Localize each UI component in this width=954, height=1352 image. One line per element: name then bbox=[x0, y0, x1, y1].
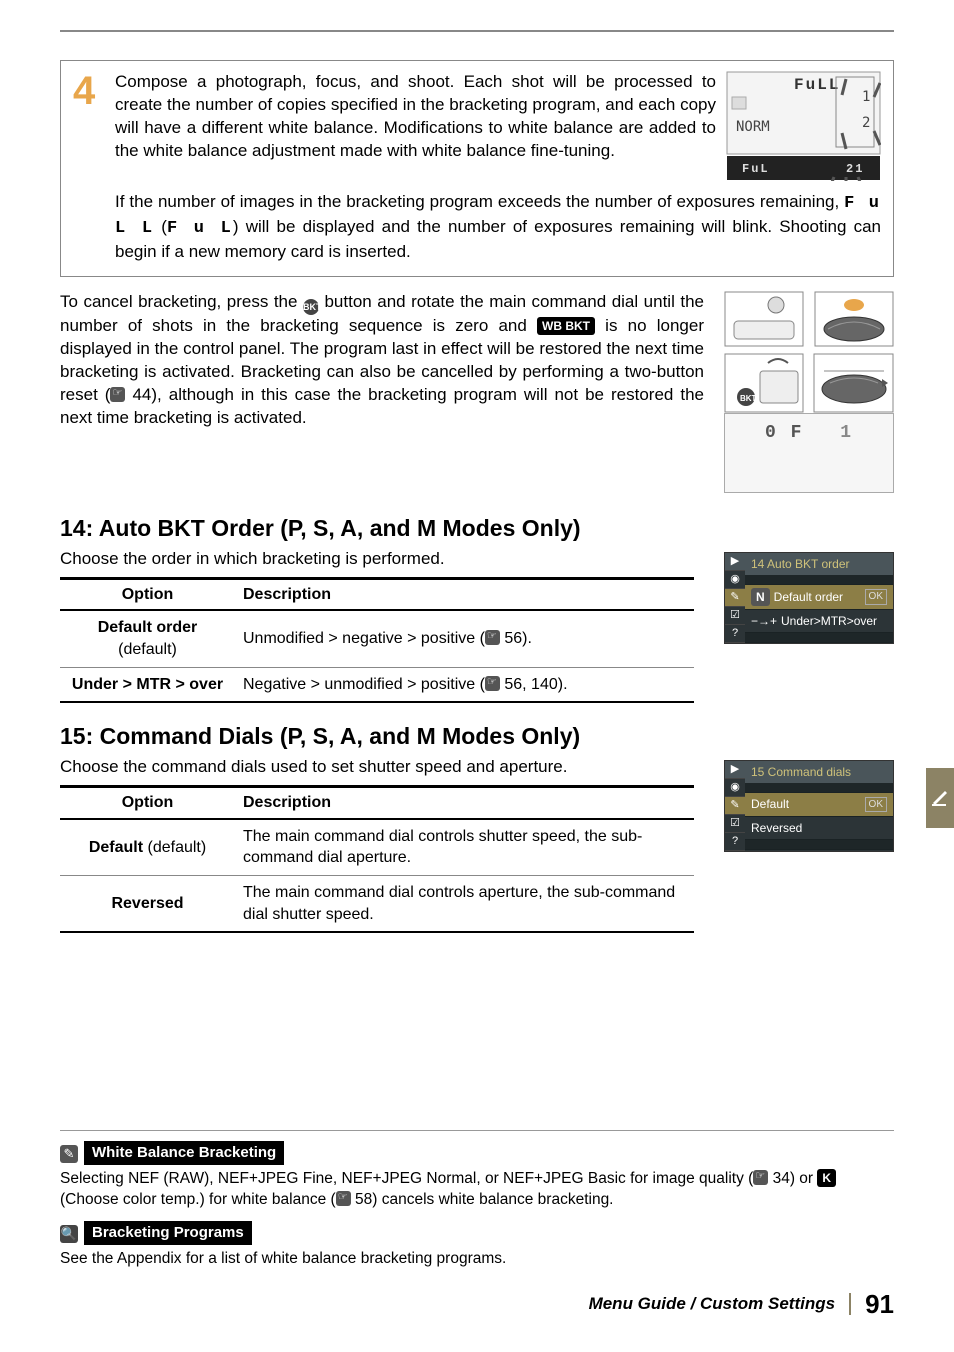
wb-b2: NEF+JPEG Fine bbox=[218, 1170, 333, 1187]
s15-th-desc: Description bbox=[235, 787, 694, 819]
setting-15-menu: ▶ ◉ ✎ ☑ ? 15 Command dials Default OK Re… bbox=[724, 760, 894, 852]
ok-label: OK bbox=[865, 589, 887, 605]
s14-r1-da: Negative > unmodified > positive ( bbox=[243, 676, 485, 693]
s14-th-option: Option bbox=[60, 578, 235, 610]
step-4-paragraph-1: Compose a photograph, focus, and shoot. … bbox=[115, 71, 726, 163]
note-icon: ✎ bbox=[60, 1145, 78, 1163]
wb-b5: Choose color temp. bbox=[65, 1191, 199, 1208]
of-panel: 0 F 1 bbox=[724, 413, 894, 493]
s15-r1-opt-a: Reversed bbox=[60, 875, 235, 932]
s14-menu-item2: −→+Under>MTR>over bbox=[745, 610, 893, 633]
s15-r0-desc: The main command dial controls shutter s… bbox=[235, 819, 694, 876]
setting-14-title: 14: Auto BKT Order (P, S, A, and M Modes… bbox=[60, 513, 894, 544]
wb-bkt-badge: WB BKT bbox=[537, 317, 595, 335]
k-badge: K bbox=[817, 1169, 836, 1187]
setting-14-menu: ▶ ◉ ✎ ☑ ? 14 Auto BKT order N Default or… bbox=[724, 552, 894, 645]
breadcrumb: Menu Guide / Custom Settings bbox=[589, 1293, 836, 1316]
bracketing-programs-body: See the Appendix for a list of white bal… bbox=[60, 1249, 894, 1270]
setting-14-table: Option Description Default order (defaul… bbox=[60, 577, 694, 703]
table-row: Reversed The main command dial controls … bbox=[60, 875, 694, 932]
s15-menu-item1: Default OK bbox=[745, 793, 893, 816]
wb-bc: 34) or bbox=[768, 1170, 817, 1187]
cancel-a: To cancel bracketing, press the bbox=[60, 292, 303, 311]
wb-s1: , bbox=[209, 1170, 218, 1187]
cancel-figures: BKT 0 F 1 bbox=[724, 291, 894, 493]
footer-divider bbox=[849, 1293, 851, 1315]
wb-bracketing-head: White Balance Bracketing bbox=[84, 1141, 284, 1165]
top-rule bbox=[60, 30, 894, 32]
camera-button-figure bbox=[724, 291, 804, 347]
side-tab-icon bbox=[926, 768, 954, 828]
s14-r0-db: 56). bbox=[500, 630, 532, 647]
wb-b3: NEF+JPEG Normal bbox=[342, 1170, 477, 1187]
bracketing-programs-head: Bracketing Programs bbox=[84, 1221, 252, 1245]
wb-bracketing-body: Selecting NEF (RAW), NEF+JPEG Fine, NEF+… bbox=[60, 1169, 894, 1211]
svg-text:21: 21 bbox=[846, 162, 864, 176]
s14-menu-item1: N Default order OK bbox=[745, 585, 893, 610]
step-4-block: 4 Compose a photograph, focus, and shoot… bbox=[60, 60, 894, 277]
full-display-2: F u L bbox=[167, 219, 233, 238]
note-icon: 🔍 bbox=[60, 1225, 78, 1243]
page-footer: Menu Guide / Custom Settings 91 bbox=[589, 1287, 894, 1322]
s14-r1-opt: Under > MTR > over bbox=[60, 667, 235, 702]
ref-icon bbox=[485, 676, 500, 691]
s14-r1-db: 56, 140). bbox=[500, 676, 568, 693]
cancel-bracketing-text: To cancel bracketing, press the BKT butt… bbox=[60, 291, 724, 493]
setting-15-table: Option Description Default (default) The… bbox=[60, 785, 694, 933]
bkt-icon: BKT bbox=[303, 299, 319, 315]
setting-15-title: 15: Command Dials (P, S, A, and M Modes … bbox=[60, 721, 894, 752]
table-row: Default (default) The main command dial … bbox=[60, 819, 694, 876]
table-row: Default order (default) Unmodified > neg… bbox=[60, 610, 694, 667]
svg-text:BKT: BKT bbox=[740, 394, 757, 403]
footer-notes: ✎ White Balance Bracketing Selecting NEF… bbox=[60, 1130, 894, 1270]
ref-icon bbox=[753, 1170, 768, 1185]
ok-label: OK bbox=[865, 797, 887, 813]
wb-be: ) for white balance ( bbox=[200, 1191, 336, 1208]
step-number: 4 bbox=[73, 71, 115, 264]
s14-r0-da: Unmodified > negative > positive ( bbox=[243, 630, 485, 647]
wb-s2: , bbox=[333, 1170, 342, 1187]
ref-icon bbox=[485, 630, 500, 645]
s15-r1-desc: The main command dial controls aperture,… bbox=[235, 875, 694, 932]
s15-menu-item1-label: Default bbox=[751, 796, 789, 812]
wb-bf: 58) cancels white balance bracketing. bbox=[351, 1191, 614, 1208]
of-label: 0 F bbox=[765, 423, 803, 443]
cancel-d: 44), although in this case the bracketin… bbox=[60, 385, 704, 427]
wb-b1: NEF (RAW) bbox=[128, 1170, 209, 1187]
s14-th-desc: Description bbox=[235, 578, 694, 610]
svg-text:FuL: FuL bbox=[742, 162, 770, 176]
s14-menu-title: 14 Auto BKT order bbox=[745, 553, 893, 575]
svg-text:FuLL: FuLL bbox=[794, 76, 840, 94]
n-badge: N bbox=[751, 588, 770, 606]
wb-a: Selecting bbox=[60, 1170, 128, 1187]
setting-14-desc: Choose the order in which bracketing is … bbox=[60, 548, 694, 571]
s15-menu-title: 15 Command dials bbox=[745, 761, 893, 783]
svg-text:NORM: NORM bbox=[736, 119, 770, 135]
step-4-paragraph-2: If the number of images in the bracketin… bbox=[115, 191, 881, 264]
s15-r0-opt-a: Default bbox=[89, 839, 143, 856]
setting-15-desc: Choose the command dials used to set shu… bbox=[60, 756, 694, 779]
ref-icon bbox=[110, 387, 125, 402]
wb-s3: , or bbox=[476, 1170, 503, 1187]
wb-b4: NEF+JPEG Basic bbox=[503, 1170, 626, 1187]
page-number: 91 bbox=[865, 1287, 894, 1322]
lcd-figure: FuLL 1 2 NORM FuL 21 bbox=[726, 71, 881, 181]
s15-menu-item2: Reversed bbox=[745, 817, 893, 840]
s14-r0-opt: Default order bbox=[98, 619, 198, 636]
command-dial-figure bbox=[814, 291, 894, 347]
s15-r0-opt-b: (default) bbox=[143, 839, 206, 856]
svg-text:2: 2 bbox=[862, 115, 870, 131]
ref-icon bbox=[336, 1191, 351, 1206]
table-row: Under > MTR > over Negative > unmodified… bbox=[60, 667, 694, 702]
s14-r0-opt2: (default) bbox=[118, 641, 177, 658]
bkt-dial-figure: BKT bbox=[724, 353, 894, 413]
s15-th-option: Option bbox=[60, 787, 235, 819]
wb-bb: for image quality ( bbox=[626, 1170, 754, 1187]
s14-menu-item2-label: Under>MTR>over bbox=[781, 613, 877, 629]
s14-menu-item1-label: Default order bbox=[774, 589, 843, 605]
svg-text:1: 1 bbox=[862, 89, 870, 105]
step-4-p2-a: If the number of images in the bracketin… bbox=[115, 192, 844, 211]
